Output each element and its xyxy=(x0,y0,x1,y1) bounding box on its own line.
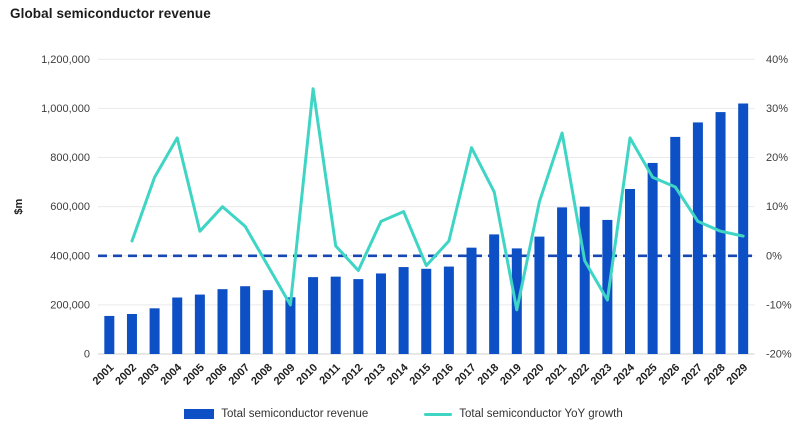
x-axis-label-2014: 2014 xyxy=(385,361,411,387)
chart-legend: Total semiconductor revenue Total semico… xyxy=(0,408,807,420)
bar-2027 xyxy=(692,122,703,354)
x-axis-label-2016: 2016 xyxy=(430,362,456,388)
y-axis-right-tick: 40% xyxy=(766,54,788,66)
y-axis-left-tick: 400,000 xyxy=(50,250,90,262)
revenue-bar-swatch xyxy=(184,409,215,419)
bar-2021 xyxy=(557,207,568,354)
x-axis-label-2002: 2002 xyxy=(113,362,139,388)
bar-2024 xyxy=(624,188,635,354)
bar-2009 xyxy=(285,297,296,354)
bar-2019 xyxy=(511,248,522,354)
x-axis-label-2019: 2019 xyxy=(498,362,524,388)
x-axis-label-2020: 2020 xyxy=(521,362,547,388)
bar-2017 xyxy=(466,247,477,354)
x-axis-label-2029: 2029 xyxy=(725,362,751,388)
y-axis-right-tick: 0% xyxy=(766,250,782,262)
bar-2003 xyxy=(149,308,160,354)
y-axis-left-tick: 800,000 xyxy=(50,152,90,164)
x-axis-label-2007: 2007 xyxy=(226,362,252,388)
x-axis-label-2018: 2018 xyxy=(475,362,501,388)
y-axis-left-tick: 1,200,000 xyxy=(41,54,90,66)
bar-2010 xyxy=(308,277,319,354)
bar-2014 xyxy=(398,267,409,354)
x-axis-label-2001: 2001 xyxy=(91,362,117,388)
bar-2018 xyxy=(489,234,500,354)
x-axis-label-2025: 2025 xyxy=(634,362,660,388)
x-axis-label-2023: 2023 xyxy=(589,362,615,388)
bar-2005 xyxy=(194,294,205,354)
bar-2012 xyxy=(353,279,364,354)
x-axis-label-2011: 2011 xyxy=(317,362,342,387)
y-axis-right-tick: 20% xyxy=(766,152,788,164)
x-axis-label-2024: 2024 xyxy=(611,361,637,387)
y-axis-right-tick: 30% xyxy=(766,103,788,115)
bar-2007 xyxy=(240,286,251,354)
bar-2016 xyxy=(443,266,454,354)
bar-2008 xyxy=(262,290,273,354)
bar-2023 xyxy=(602,219,613,354)
y-axis-right-tick: -20% xyxy=(766,349,792,361)
bar-2001 xyxy=(104,315,115,354)
bar-2028 xyxy=(715,112,726,354)
y-axis-left-tick: 200,000 xyxy=(50,299,90,311)
y-axis-right-tick: 10% xyxy=(766,201,788,213)
x-axis-label-2004: 2004 xyxy=(159,361,185,387)
x-axis-label-2028: 2028 xyxy=(702,362,728,388)
legend-item-growth: Total semiconductor YoY growth xyxy=(424,408,623,420)
x-axis-label-2006: 2006 xyxy=(204,362,230,388)
bar-2022 xyxy=(579,206,590,354)
bar-2026 xyxy=(670,136,681,354)
legend-label-revenue: Total semiconductor revenue xyxy=(221,408,369,420)
y-axis-right-tick: -10% xyxy=(766,299,792,311)
y-axis-left-tick: 0 xyxy=(84,349,90,361)
x-axis-label-2010: 2010 xyxy=(294,362,320,388)
bar-2004 xyxy=(172,297,183,354)
growth-line-swatch xyxy=(424,412,453,416)
revenue-growth-chart: 0 -20% 200,000 -10% 400,000 0% 600,000 10% 800,0… xyxy=(13,54,792,388)
legend-label-growth: Total semiconductor YoY growth xyxy=(459,408,623,420)
x-axis-label-2003: 2003 xyxy=(136,362,162,388)
x-axis-label-2015: 2015 xyxy=(408,362,434,388)
x-axis-label-2027: 2027 xyxy=(679,362,705,388)
legend-item-revenue: Total semiconductor revenue xyxy=(184,408,368,420)
y-axis-left-tick: 600,000 xyxy=(50,201,90,213)
bar-2029 xyxy=(738,103,749,354)
x-axis-label-2021: 2021 xyxy=(543,362,569,388)
x-axis-label-2012: 2012 xyxy=(340,362,366,388)
x-axis-label-2026: 2026 xyxy=(657,362,683,388)
bar-2025 xyxy=(647,162,658,354)
y-axis-title: $m xyxy=(13,198,25,214)
x-axis-label-2009: 2009 xyxy=(272,362,298,388)
x-axis-label-2013: 2013 xyxy=(362,362,388,388)
bar-2013 xyxy=(375,273,386,354)
bar-2002 xyxy=(126,313,137,354)
bar-2020 xyxy=(534,236,545,354)
x-axis-label-2005: 2005 xyxy=(181,362,207,388)
bar-2015 xyxy=(421,268,432,354)
x-axis-label-2017: 2017 xyxy=(453,362,479,388)
yoy-growth-line xyxy=(130,87,745,312)
x-axis-label-2022: 2022 xyxy=(566,362,592,388)
y-axis-left-tick: 1,000,000 xyxy=(41,103,90,115)
chart-title: Global semiconductor revenue xyxy=(10,6,211,21)
x-axis-label-2008: 2008 xyxy=(249,362,275,388)
bar-2011 xyxy=(330,276,341,354)
bar-2006 xyxy=(217,289,228,354)
